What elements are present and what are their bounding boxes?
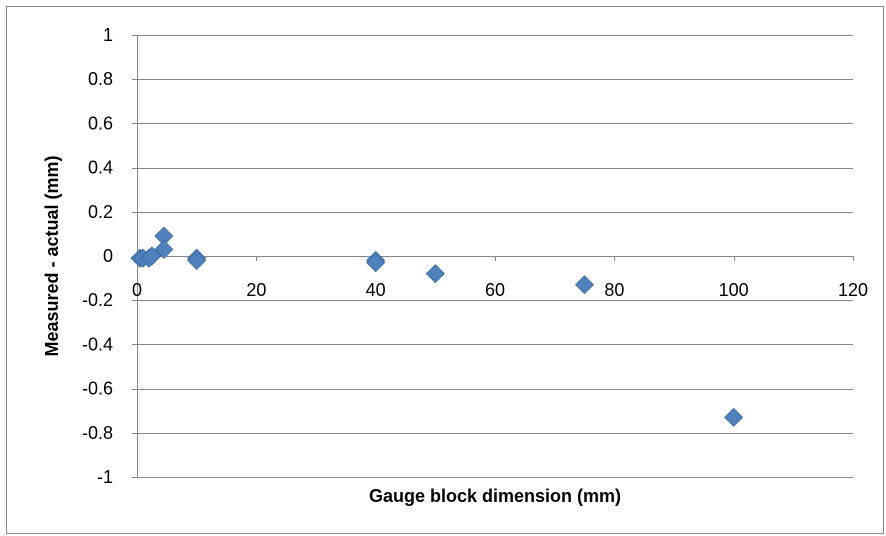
- data-point: [574, 275, 595, 295]
- y-tick-label: 1: [103, 25, 113, 45]
- x-tick-label: 60: [485, 280, 505, 300]
- y-axis-title: Measured - actual (mm): [42, 155, 62, 356]
- data-point: [724, 407, 744, 427]
- chart-frame: [6, 6, 884, 534]
- x-tick-label: 40: [366, 280, 386, 300]
- x-axis-title: Gauge block dimension (mm): [369, 486, 621, 506]
- y-tick-label: -0.6: [82, 379, 113, 399]
- x-tick-label: 100: [719, 280, 749, 300]
- x-tick-label: 120: [838, 280, 868, 300]
- x-tick-label: 80: [604, 280, 624, 300]
- data-point: [366, 253, 386, 273]
- y-tick-label: 0.4: [88, 158, 113, 178]
- y-tick-label: 0.8: [88, 69, 113, 89]
- x-tick-label: 0: [132, 280, 142, 300]
- x-tick-label: 20: [246, 280, 266, 300]
- data-point: [187, 250, 207, 270]
- y-tick-label: 0: [103, 246, 113, 266]
- data-points: [130, 226, 744, 427]
- y-tick-label: -0.2: [82, 290, 113, 310]
- data-point: [154, 239, 174, 259]
- y-tick-label: -0.4: [82, 334, 113, 354]
- data-point: [425, 264, 445, 284]
- y-tick-label: -0.8: [82, 423, 113, 443]
- y-tick-label: 0.2: [88, 202, 113, 222]
- y-tick-label: 0.6: [88, 113, 113, 133]
- y-tick-label: -1: [97, 467, 113, 487]
- tick-labels: 1 0.8 0.6 0.4 0.2 0 -0.2 -0.4 -0.6 -0.8 -1 0 20 40 60 8…: [82, 25, 868, 487]
- gridlines: [137, 35, 853, 478]
